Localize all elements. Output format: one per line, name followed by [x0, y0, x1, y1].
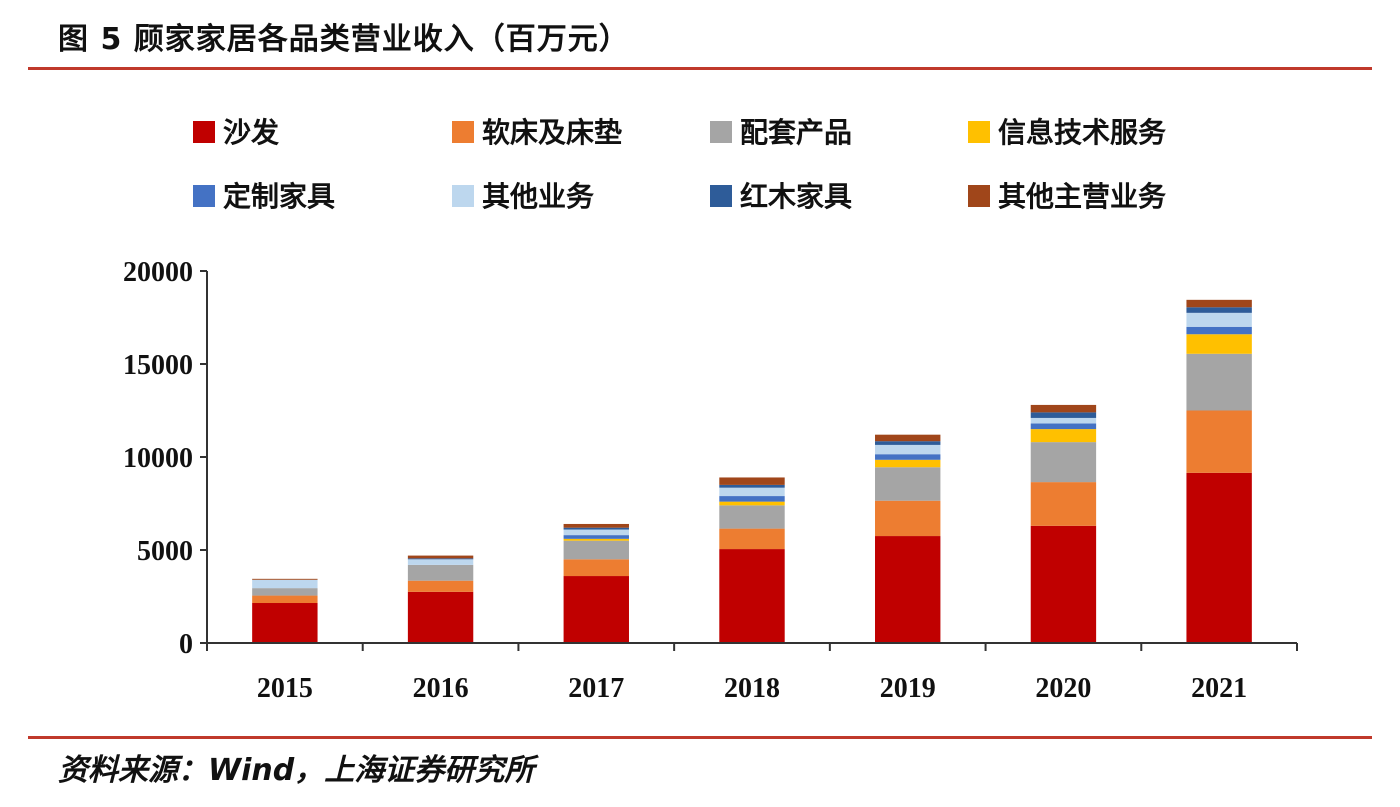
bar-segment — [1030, 423, 1097, 430]
bar-segment — [719, 549, 785, 643]
legend-swatch — [193, 121, 215, 143]
y-tick-label: 10000 — [123, 443, 193, 474]
legend-swatch — [968, 121, 990, 143]
bar-segment — [563, 523, 629, 528]
bar-segment — [1186, 312, 1252, 327]
bar-segment — [563, 529, 629, 536]
bar-segment — [875, 500, 941, 537]
legend-swatch — [193, 185, 215, 207]
legend-label: 软床及床垫 — [482, 116, 622, 149]
bar-segment — [875, 536, 941, 643]
source-note: 资料来源：Wind，上海证券研究所 — [58, 753, 535, 788]
legend-swatch — [968, 185, 990, 207]
bar-segment — [1186, 299, 1252, 308]
bar-segment — [1186, 410, 1252, 473]
bar-segment — [875, 459, 941, 468]
bar-segment — [719, 505, 785, 529]
bar-segment — [252, 588, 318, 596]
bar-segment — [1186, 326, 1252, 335]
bar-segment — [1030, 482, 1097, 526]
bar-segment — [563, 540, 629, 560]
bar-segment — [1030, 404, 1097, 413]
bar-segment — [252, 579, 318, 589]
bars — [252, 299, 1252, 643]
bar-segment — [1030, 525, 1097, 643]
x-tick-label: 2016 — [413, 673, 469, 704]
bar-segment — [407, 591, 474, 643]
bar-segment — [719, 484, 785, 488]
y-tick-label: 0 — [179, 629, 193, 660]
bar-segment — [1030, 412, 1097, 418]
legend-label: 沙发 — [223, 116, 279, 149]
legend-swatch — [710, 121, 732, 143]
bar-segment — [407, 564, 474, 581]
bar-segment — [407, 559, 474, 565]
y-axis: 0 5000 10000 15000 20000 — [123, 257, 208, 660]
bar-segment — [252, 603, 318, 643]
bar-segment — [563, 576, 629, 643]
bar-segment — [1186, 334, 1252, 354]
bar-segment — [1030, 442, 1097, 483]
top-divider — [28, 67, 1372, 70]
page-title: 图 5 顾家家居各品类营业收入（百万元） — [58, 22, 630, 57]
bar-segment — [719, 477, 785, 485]
legend-swatch — [452, 121, 474, 143]
bottom-divider — [28, 736, 1372, 739]
bar-segment — [875, 454, 941, 460]
bar-segment — [719, 487, 785, 497]
bar-segment — [563, 535, 629, 539]
bar-segment — [875, 441, 941, 445]
bar-segment — [1186, 307, 1252, 313]
bar-segment — [407, 555, 474, 559]
x-tick-label: 2021 — [1191, 673, 1247, 704]
bar-segment — [875, 467, 941, 501]
bar-segment — [1030, 429, 1097, 443]
bar-segment — [875, 444, 941, 455]
bar-segment — [719, 528, 785, 550]
x-axis: 2015 2016 2017 2018 2019 2020 2021 — [206, 642, 1298, 704]
legend-label: 配套产品 — [740, 116, 852, 149]
bar-segment — [1030, 417, 1097, 424]
x-tick-label: 2017 — [568, 673, 624, 704]
y-tick-label: 20000 — [123, 257, 193, 288]
x-tick-label: 2020 — [1035, 673, 1091, 704]
bar-segment — [563, 559, 629, 577]
legend-label: 其他主营业务 — [998, 180, 1166, 213]
y-tick-label: 5000 — [137, 536, 193, 567]
legend-label: 其他业务 — [482, 180, 594, 213]
legend-swatch — [452, 185, 474, 207]
legend-label: 定制家具 — [223, 180, 335, 213]
bar-segment — [1186, 353, 1252, 411]
legend-label: 红木家具 — [740, 180, 852, 213]
bar-segment — [719, 496, 785, 502]
legend-swatch — [710, 185, 732, 207]
bar-segment — [719, 501, 785, 506]
x-tick-label: 2015 — [257, 673, 313, 704]
bar-segment — [407, 558, 474, 560]
bar-segment — [407, 580, 474, 592]
bar-segment — [875, 434, 941, 442]
bar-segment — [563, 527, 629, 530]
y-tick-label: 15000 — [123, 350, 193, 381]
x-tick-label: 2019 — [880, 673, 936, 704]
bar-segment — [252, 578, 318, 580]
legend-label: 信息技术服务 — [998, 116, 1166, 149]
bar-segment — [1186, 472, 1252, 643]
bar-segment — [252, 595, 318, 604]
bar-segment — [563, 538, 629, 541]
x-tick-label: 2018 — [724, 673, 780, 704]
